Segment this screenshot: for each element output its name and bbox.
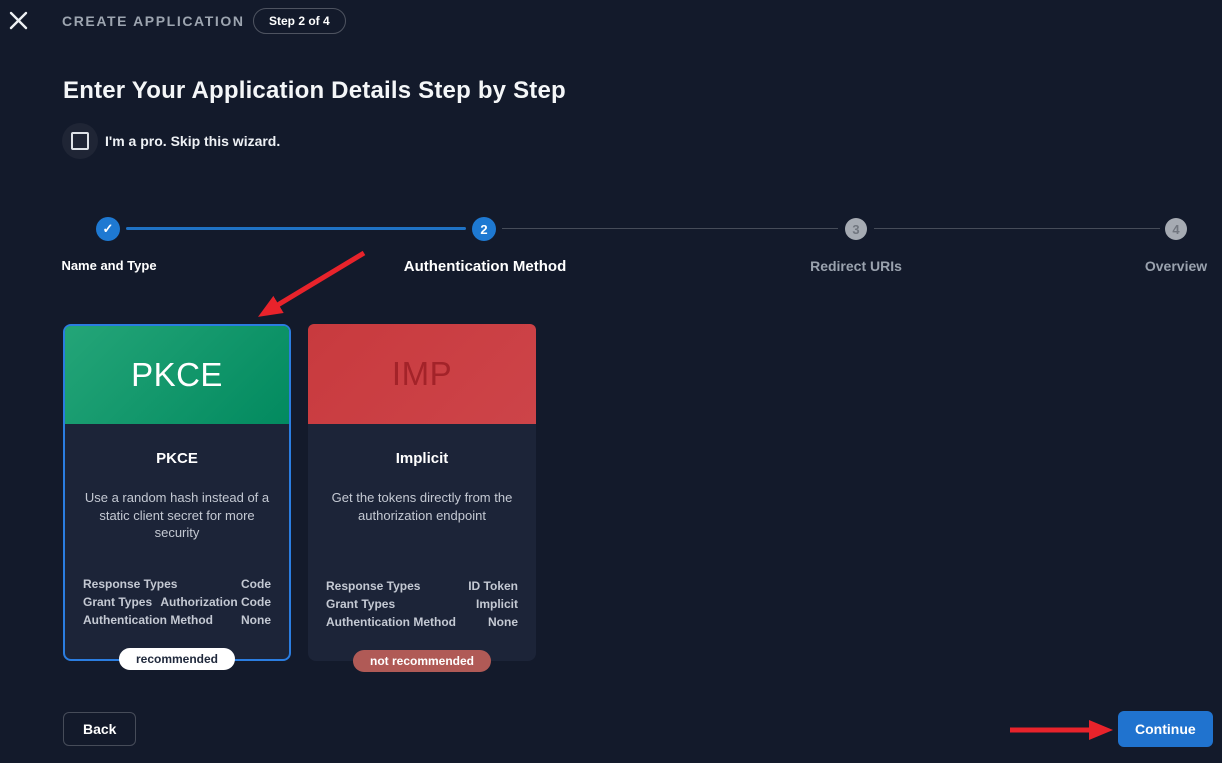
attribute-value: Code — [241, 577, 271, 591]
implicit-card-attributes: Response Types ID Token Grant Types Impl… — [326, 577, 518, 631]
stepper-line — [874, 228, 1160, 229]
attribute-value: Authorization Code — [160, 595, 271, 609]
pkce-card-header: PKCE — [65, 326, 289, 424]
dialog-title: CREATE APPLICATION — [62, 13, 245, 29]
back-button[interactable]: Back — [63, 712, 137, 746]
attribute-label: Authentication Method — [83, 613, 213, 627]
step-label-authentication-method: Authentication Method — [403, 258, 567, 275]
pkce-card-body: PKCE Use a random hash instead of a stat… — [65, 424, 289, 659]
continue-button[interactable]: Continue — [1118, 711, 1213, 747]
skip-wizard-label: I'm a pro. Skip this wizard. — [105, 133, 281, 149]
pkce-card-title: PKCE — [156, 450, 198, 467]
check-icon: ✓ — [102, 221, 114, 236]
stepper-line-done — [126, 227, 466, 230]
pkce-card-description: Use a random hash instead of a static cl… — [84, 490, 270, 541]
auth-method-card-pkce[interactable]: PKCE PKCE Use a random hash instead of a… — [63, 324, 291, 670]
auth-method-cards: PKCE PKCE Use a random hash instead of a… — [63, 324, 536, 672]
step-label-overview: Overview — [1144, 258, 1208, 274]
skip-wizard-checkbox[interactable] — [71, 132, 89, 150]
wizard-stepper: ✓ 2 3 4 Name and Type Authentication Met… — [0, 217, 1222, 281]
attribute-value: ID Token — [468, 579, 518, 593]
attribute-value: Implicit — [475, 597, 518, 611]
step-circle-redirect-uris: 3 — [845, 218, 867, 240]
implicit-card-title: Implicit — [395, 450, 449, 467]
skip-wizard-row: I'm a pro. Skip this wizard. — [62, 123, 280, 159]
attribute-row: Response Types Code — [83, 575, 271, 593]
auth-method-card-implicit[interactable]: IMP Implicit Get the tokens directly fro… — [308, 324, 536, 672]
step-number: 4 — [1172, 221, 1180, 237]
close-button[interactable] — [4, 8, 32, 36]
page-title: Enter Your Application Details Step by S… — [63, 77, 566, 104]
attribute-label: Grant Types — [83, 595, 153, 609]
attribute-value: None — [488, 615, 518, 629]
pkce-code-label: PKCE — [131, 356, 223, 393]
attribute-label: Authentication Method — [326, 615, 456, 629]
attribute-row: Grant Types Authorization Code — [83, 593, 271, 611]
step-circle-overview: 4 — [1165, 218, 1187, 240]
step-circle-name-and-type: ✓ — [96, 217, 120, 241]
attribute-label: Grant Types — [326, 597, 396, 611]
close-icon — [9, 11, 28, 33]
recommended-badge: recommended — [118, 648, 236, 670]
arrow-to-continue-button-icon — [1010, 720, 1113, 740]
checkbox-halo — [62, 123, 98, 159]
pkce-card-attributes: Response Types Code Grant Types Authoriz… — [83, 575, 271, 629]
implicit-card-body: Implicit Get the tokens directly from th… — [308, 424, 536, 661]
step-number: 2 — [480, 221, 488, 237]
not-recommended-badge: not recommended — [352, 650, 492, 672]
attribute-row: Authentication Method None — [326, 613, 518, 631]
step-progress-badge: Step 2 of 4 — [253, 8, 346, 34]
step-number: 3 — [852, 221, 860, 237]
attribute-label: Response Types — [83, 577, 178, 591]
attribute-row: Response Types ID Token — [326, 577, 518, 595]
attribute-row: Grant Types Implicit — [326, 595, 518, 613]
implicit-card-header: IMP — [308, 324, 536, 424]
attribute-label: Response Types — [326, 579, 421, 593]
step-label-name-and-type: Name and Type — [61, 258, 157, 273]
implicit-card-description: Get the tokens directly from the authori… — [331, 490, 513, 523]
step-circle-authentication-method: 2 — [472, 217, 496, 241]
stepper-line — [502, 228, 838, 229]
attribute-value: None — [241, 613, 271, 627]
step-label-redirect-uris: Redirect URIs — [810, 258, 902, 274]
implicit-code-label: IMP — [391, 355, 453, 392]
attribute-row: Authentication Method None — [83, 611, 271, 629]
